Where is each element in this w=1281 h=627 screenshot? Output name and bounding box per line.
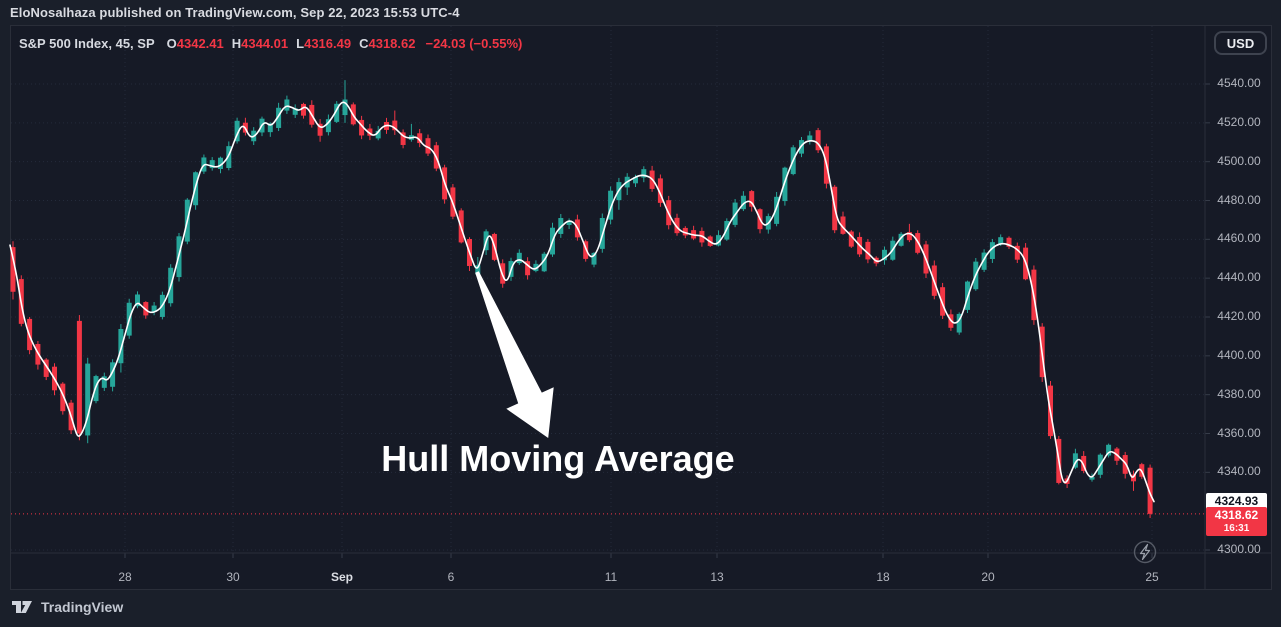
price-scale[interactable]: 4540.00 4520.00 4500.00 4480.00 4460.00 4440.…: [1206, 25, 1272, 556]
time-tick-label: 28: [118, 570, 132, 584]
price-tick-label: 4480.00: [1217, 192, 1261, 207]
legend-close: C4318.62: [359, 35, 416, 51]
tradingview-link[interactable]: TradingView: [12, 599, 123, 615]
annotation-label[interactable]: Hull Moving Average: [381, 438, 735, 479]
price-tick-label: 4500.00: [1217, 153, 1261, 168]
time-tick-label: 13: [710, 570, 724, 584]
time-tick-label: 30: [226, 570, 240, 584]
price-tick-label: 4420.00: [1217, 309, 1261, 323]
price-tick-label: 4340.00: [1217, 464, 1261, 479]
last-price-value: 4318.62: [1214, 507, 1259, 522]
footer-bar: TradingView: [0, 590, 1281, 627]
legend-open: O4342.41: [166, 35, 224, 51]
time-tick-label: 20: [981, 570, 995, 584]
price-tick-label: 4360.00: [1217, 425, 1261, 440]
last-price-label: 4318.62 16:31: [1206, 506, 1267, 536]
time-tick-label: 25: [1145, 570, 1159, 584]
last-price-countdown: 16:31: [1223, 522, 1250, 534]
price-tick-label: 4460.00: [1217, 231, 1261, 246]
attribution-bar: EloNosalhaza published on TradingView.co…: [0, 0, 1281, 25]
time-scale[interactable]: 28 30 Sep 6 11 13 18 20 25: [10, 553, 1205, 590]
currency-button[interactable]: USD: [1214, 31, 1267, 55]
price-tick-label: 4520.00: [1217, 114, 1261, 129]
time-tick-label: 11: [604, 570, 618, 584]
price-tick-label: 4300.00: [1217, 542, 1261, 556]
time-tick-label: Sep: [330, 570, 353, 584]
price-tick-label: 4540.00: [1217, 76, 1261, 90]
price-tick-label: 4380.00: [1217, 386, 1261, 401]
attribution-text: EloNosalhaza published on TradingView.co…: [10, 5, 460, 20]
tradingview-brand-text: TradingView: [41, 599, 124, 615]
legend-low: L4316.49: [296, 35, 352, 51]
time-tick-label: 18: [876, 570, 890, 584]
symbol-title: S&P 500 Index, 45, SP: [19, 35, 155, 51]
hma-value-label: 4324.93: [1206, 493, 1267, 511]
symbol-legend[interactable]: S&P 500 Index, 45, SP O4342.41 H4344.01 …: [19, 35, 522, 51]
price-tick-label: 4400.00: [1217, 347, 1261, 362]
time-tick-label: 6: [447, 570, 455, 584]
tradingview-logo-icon: [12, 600, 32, 613]
chart-widget: [10, 25, 1272, 590]
legend-change: −24.03 (−0.55%): [425, 35, 523, 51]
legend-high: H4344.01: [231, 35, 289, 51]
price-tick-label: 4440.00: [1217, 270, 1261, 285]
